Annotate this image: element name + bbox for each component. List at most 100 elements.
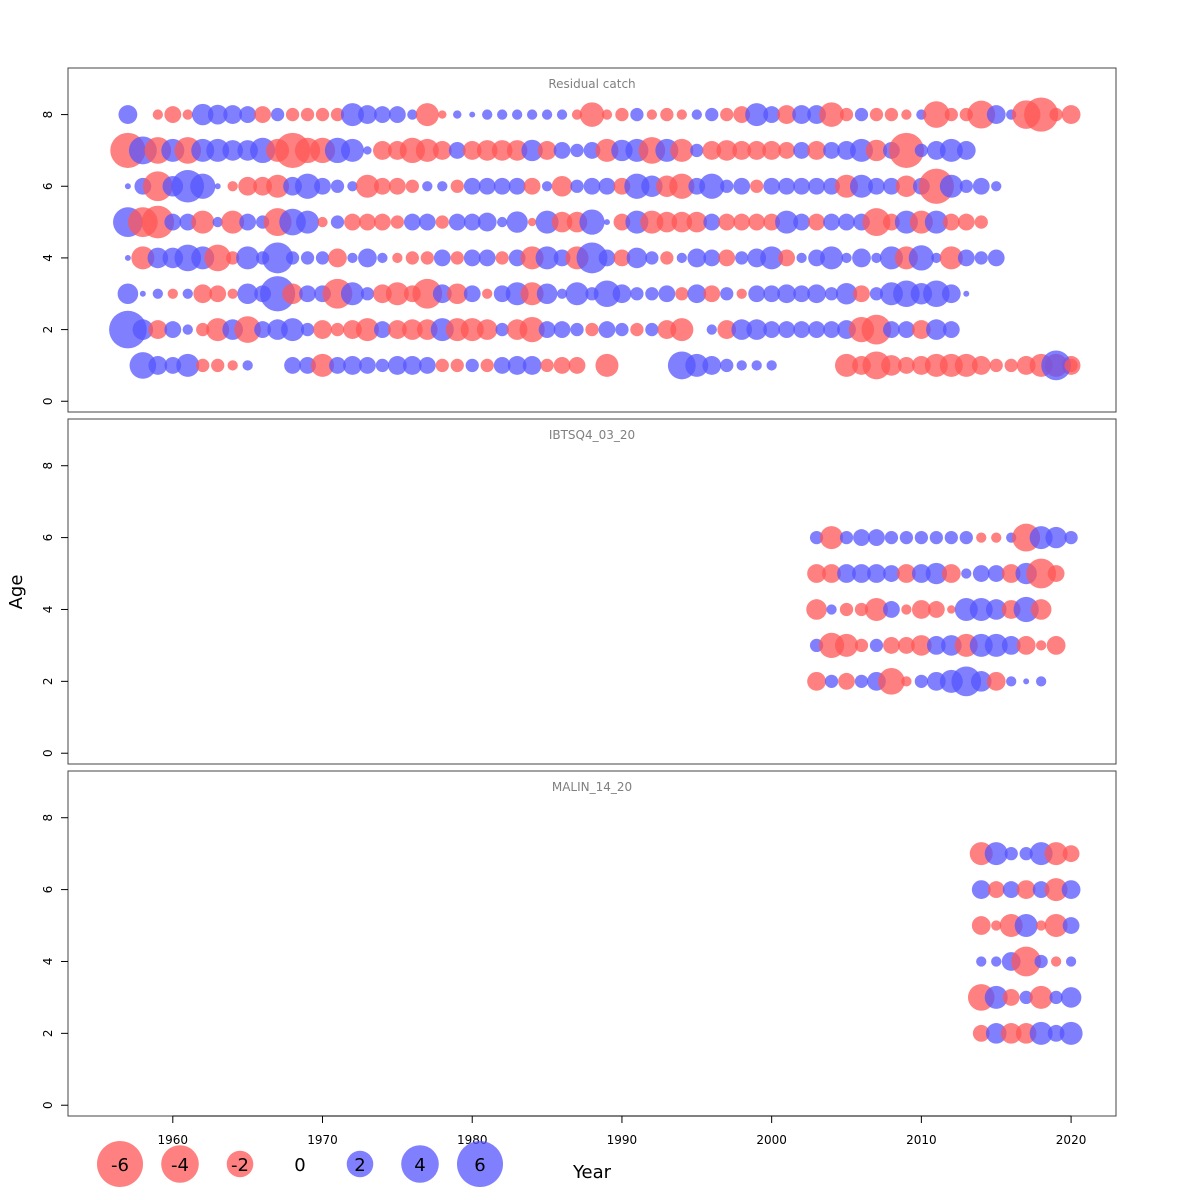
bubble (746, 319, 767, 340)
bubble (212, 216, 223, 228)
bubble (869, 107, 884, 122)
bubble (519, 316, 545, 343)
bubble (914, 143, 929, 158)
bubble (687, 284, 707, 304)
bubble (523, 177, 541, 195)
bubble (888, 132, 924, 169)
bubble (282, 283, 303, 305)
bubble (901, 109, 912, 120)
bubble (407, 109, 418, 120)
bubble (239, 106, 257, 123)
bubble (883, 177, 900, 195)
bubble (432, 141, 452, 160)
bubble (553, 321, 571, 338)
bubble (463, 285, 481, 303)
bubble (148, 320, 168, 339)
bubble (641, 175, 663, 197)
bubble (645, 251, 659, 265)
bubble (745, 103, 769, 127)
bubble (868, 177, 885, 195)
bubble (778, 142, 796, 159)
bubble (839, 107, 854, 122)
bubble (491, 140, 513, 161)
bubble (570, 322, 584, 337)
bubble (495, 251, 509, 265)
bubble (763, 213, 781, 231)
bubble (959, 530, 973, 545)
x-tick-label: 2000 (756, 1133, 787, 1147)
bubble (595, 353, 619, 377)
bubble (778, 177, 796, 195)
bubble (908, 245, 934, 271)
bubble (991, 956, 1002, 967)
bubble (878, 668, 905, 695)
bubble (703, 285, 721, 303)
bubble (526, 109, 538, 120)
bubble (947, 605, 956, 614)
bubble (675, 287, 689, 301)
bubble (176, 353, 200, 377)
bubble (227, 181, 238, 192)
panel-title: IBTSQ4_03_20 (549, 428, 635, 442)
bubble (748, 285, 766, 303)
bubble (299, 285, 316, 303)
y-tick-label: 6 (41, 534, 55, 542)
bubble (373, 141, 392, 160)
bubble (1065, 956, 1077, 967)
bubble (579, 102, 605, 127)
bubble (646, 109, 658, 120)
bubble (448, 213, 466, 231)
bubble (450, 358, 464, 373)
bubble (553, 142, 571, 159)
y-tick-label: 6 (41, 182, 55, 190)
bubble (1011, 946, 1042, 977)
bubble (598, 321, 616, 338)
bubble (418, 213, 436, 231)
bubble (861, 314, 892, 345)
bubble (521, 139, 543, 162)
x-tick-label: 1970 (307, 1133, 338, 1147)
bubble (807, 284, 826, 304)
bubble (1064, 530, 1078, 545)
bubble (141, 205, 175, 239)
bubble (223, 105, 243, 124)
bubble (1004, 847, 1018, 861)
panel-frame (67, 67, 1117, 413)
bubble (1013, 596, 1039, 623)
bubble (207, 104, 228, 125)
bubble (808, 177, 825, 195)
bubbles (806, 523, 1078, 697)
bubble (541, 109, 553, 120)
bubble (1046, 636, 1066, 655)
bubble (403, 213, 421, 231)
bubble (296, 210, 320, 234)
bubble (865, 139, 888, 162)
bubble (601, 109, 613, 120)
bubble (838, 672, 855, 690)
x-tick-label: 2020 (1056, 1133, 1087, 1147)
bubble (190, 173, 216, 199)
bubble (1029, 1021, 1053, 1045)
legend-bubble (161, 1145, 199, 1183)
bubble (1001, 564, 1021, 583)
bubble (415, 138, 439, 162)
bubble (196, 322, 210, 337)
bubble (809, 530, 824, 545)
bubble (717, 320, 737, 339)
bubble (433, 249, 451, 267)
bubble (732, 141, 752, 160)
y-tick-label: 8 (41, 462, 55, 470)
bubble (1016, 880, 1036, 899)
bubble (972, 177, 990, 195)
bubble (883, 565, 900, 582)
y-tick-label: 4 (41, 254, 55, 262)
bubble (420, 251, 434, 265)
bubble (853, 285, 870, 303)
bubble (1061, 105, 1081, 124)
y-tick-label: 4 (41, 606, 55, 614)
bubble (347, 252, 358, 264)
bubble (462, 141, 482, 160)
bubble (148, 356, 168, 375)
bubble (823, 177, 840, 195)
bubble (355, 318, 379, 342)
